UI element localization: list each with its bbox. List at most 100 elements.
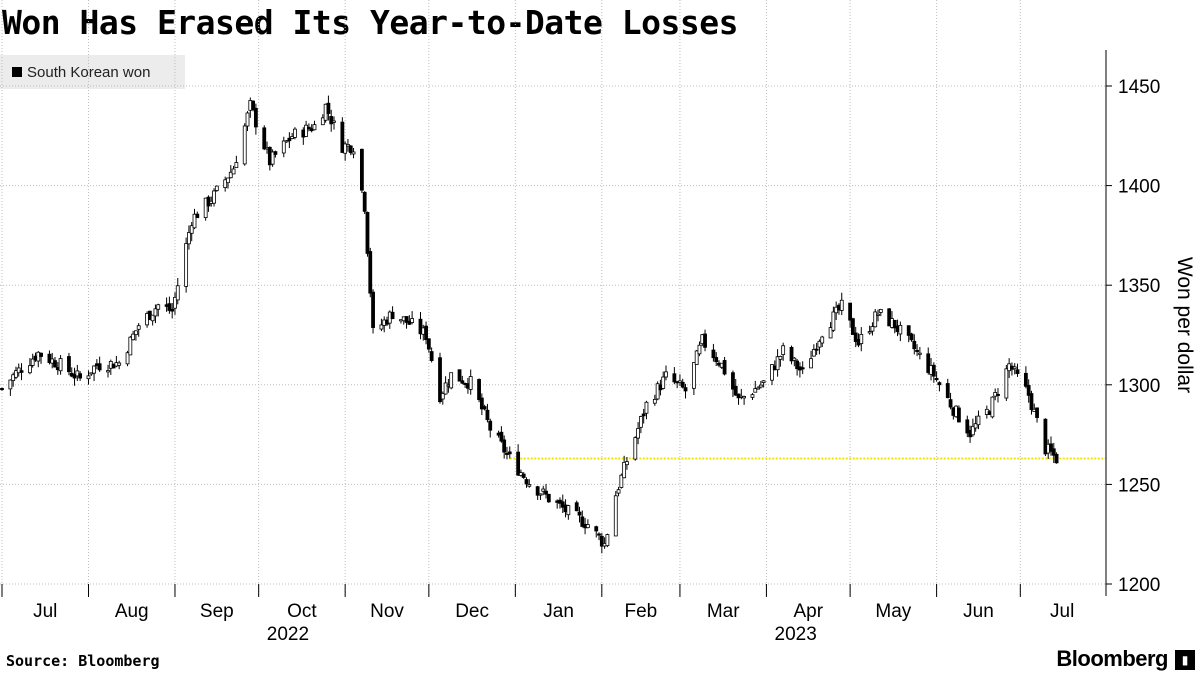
candle (410, 311, 415, 325)
candle (703, 329, 707, 352)
candle (449, 372, 454, 390)
candle-body (19, 370, 24, 373)
candle-body (359, 148, 364, 191)
candle-body (831, 311, 836, 331)
candle-body (652, 398, 657, 404)
candle-body (262, 127, 267, 150)
candle (597, 532, 601, 541)
candle-body (1026, 385, 1031, 396)
candle-body (691, 362, 696, 389)
candle-body (187, 232, 191, 245)
candle-body (284, 140, 289, 143)
candle (915, 344, 919, 357)
candle (594, 525, 599, 538)
candle-body (722, 360, 727, 375)
candle (527, 479, 532, 488)
candle (58, 355, 63, 375)
candle-body (976, 415, 981, 426)
x-tick-label: Jan (543, 601, 574, 622)
candle (293, 127, 297, 140)
candle-body (223, 179, 228, 188)
candle-body (1051, 448, 1056, 456)
candle (1054, 452, 1059, 464)
candle (136, 323, 141, 337)
candle (831, 306, 836, 332)
candle-body (270, 151, 275, 165)
candle (733, 378, 738, 397)
candle-body (368, 251, 373, 294)
candle (795, 358, 800, 376)
candle (19, 363, 24, 381)
candle-body (641, 413, 646, 417)
candle (931, 362, 936, 383)
candle (820, 335, 825, 348)
candle (945, 378, 950, 399)
candle-body (371, 291, 375, 328)
candle (153, 304, 158, 324)
candle-body (245, 112, 250, 127)
candle (1012, 363, 1017, 375)
candle-body (597, 533, 601, 536)
candle (544, 483, 548, 499)
candle-body (304, 124, 308, 137)
candle-body (72, 374, 77, 379)
candle-body (231, 168, 236, 175)
candle (870, 322, 875, 336)
candle-body (1012, 366, 1017, 370)
candle-body (287, 137, 292, 142)
candle (429, 347, 434, 363)
candle (443, 376, 448, 395)
candle (27, 358, 32, 375)
candle (711, 343, 716, 362)
candle (379, 318, 384, 332)
x-year-label: 2023 (775, 624, 817, 645)
candle-body (507, 451, 512, 455)
candle (97, 356, 102, 372)
candle-body (175, 285, 180, 301)
candle (134, 330, 138, 341)
candle (72, 367, 77, 386)
candle (1004, 365, 1009, 401)
candle (371, 289, 375, 334)
candle-body (253, 107, 258, 128)
candle (535, 485, 540, 500)
candle (957, 405, 961, 423)
candle-body (14, 370, 18, 378)
candle-body (365, 211, 370, 254)
candle (778, 355, 783, 367)
candle-body (781, 345, 786, 355)
candle-body (535, 486, 540, 496)
x-tick-label: Oct (287, 601, 317, 622)
candle-body (990, 396, 995, 418)
candle-body (404, 316, 409, 323)
candle-body (566, 505, 571, 516)
candle-body (770, 364, 774, 381)
candle (789, 345, 794, 365)
candle-body (870, 326, 875, 332)
candle-body (136, 325, 141, 330)
candle-body (134, 330, 138, 336)
candle-body (1004, 368, 1009, 399)
candle-body (636, 428, 640, 439)
candle (1043, 418, 1048, 457)
candle (67, 352, 71, 376)
candle-body (343, 143, 348, 154)
candle-body (697, 344, 702, 355)
candle (839, 292, 844, 316)
candle (781, 342, 786, 361)
candle (424, 321, 428, 345)
candle (499, 426, 504, 443)
candle-body (426, 338, 431, 350)
y-tick-label: 1200 (1118, 575, 1160, 596)
candle (538, 493, 543, 500)
candle-body (58, 358, 63, 372)
y-axis-title: Won per dollar (1173, 257, 1196, 393)
candle (359, 148, 364, 193)
candle (722, 356, 727, 376)
candle (1029, 390, 1034, 415)
candle-body (379, 324, 384, 330)
candle (253, 103, 258, 135)
x-tick-label: Nov (370, 601, 404, 622)
candle (680, 378, 685, 389)
candle (926, 347, 931, 375)
